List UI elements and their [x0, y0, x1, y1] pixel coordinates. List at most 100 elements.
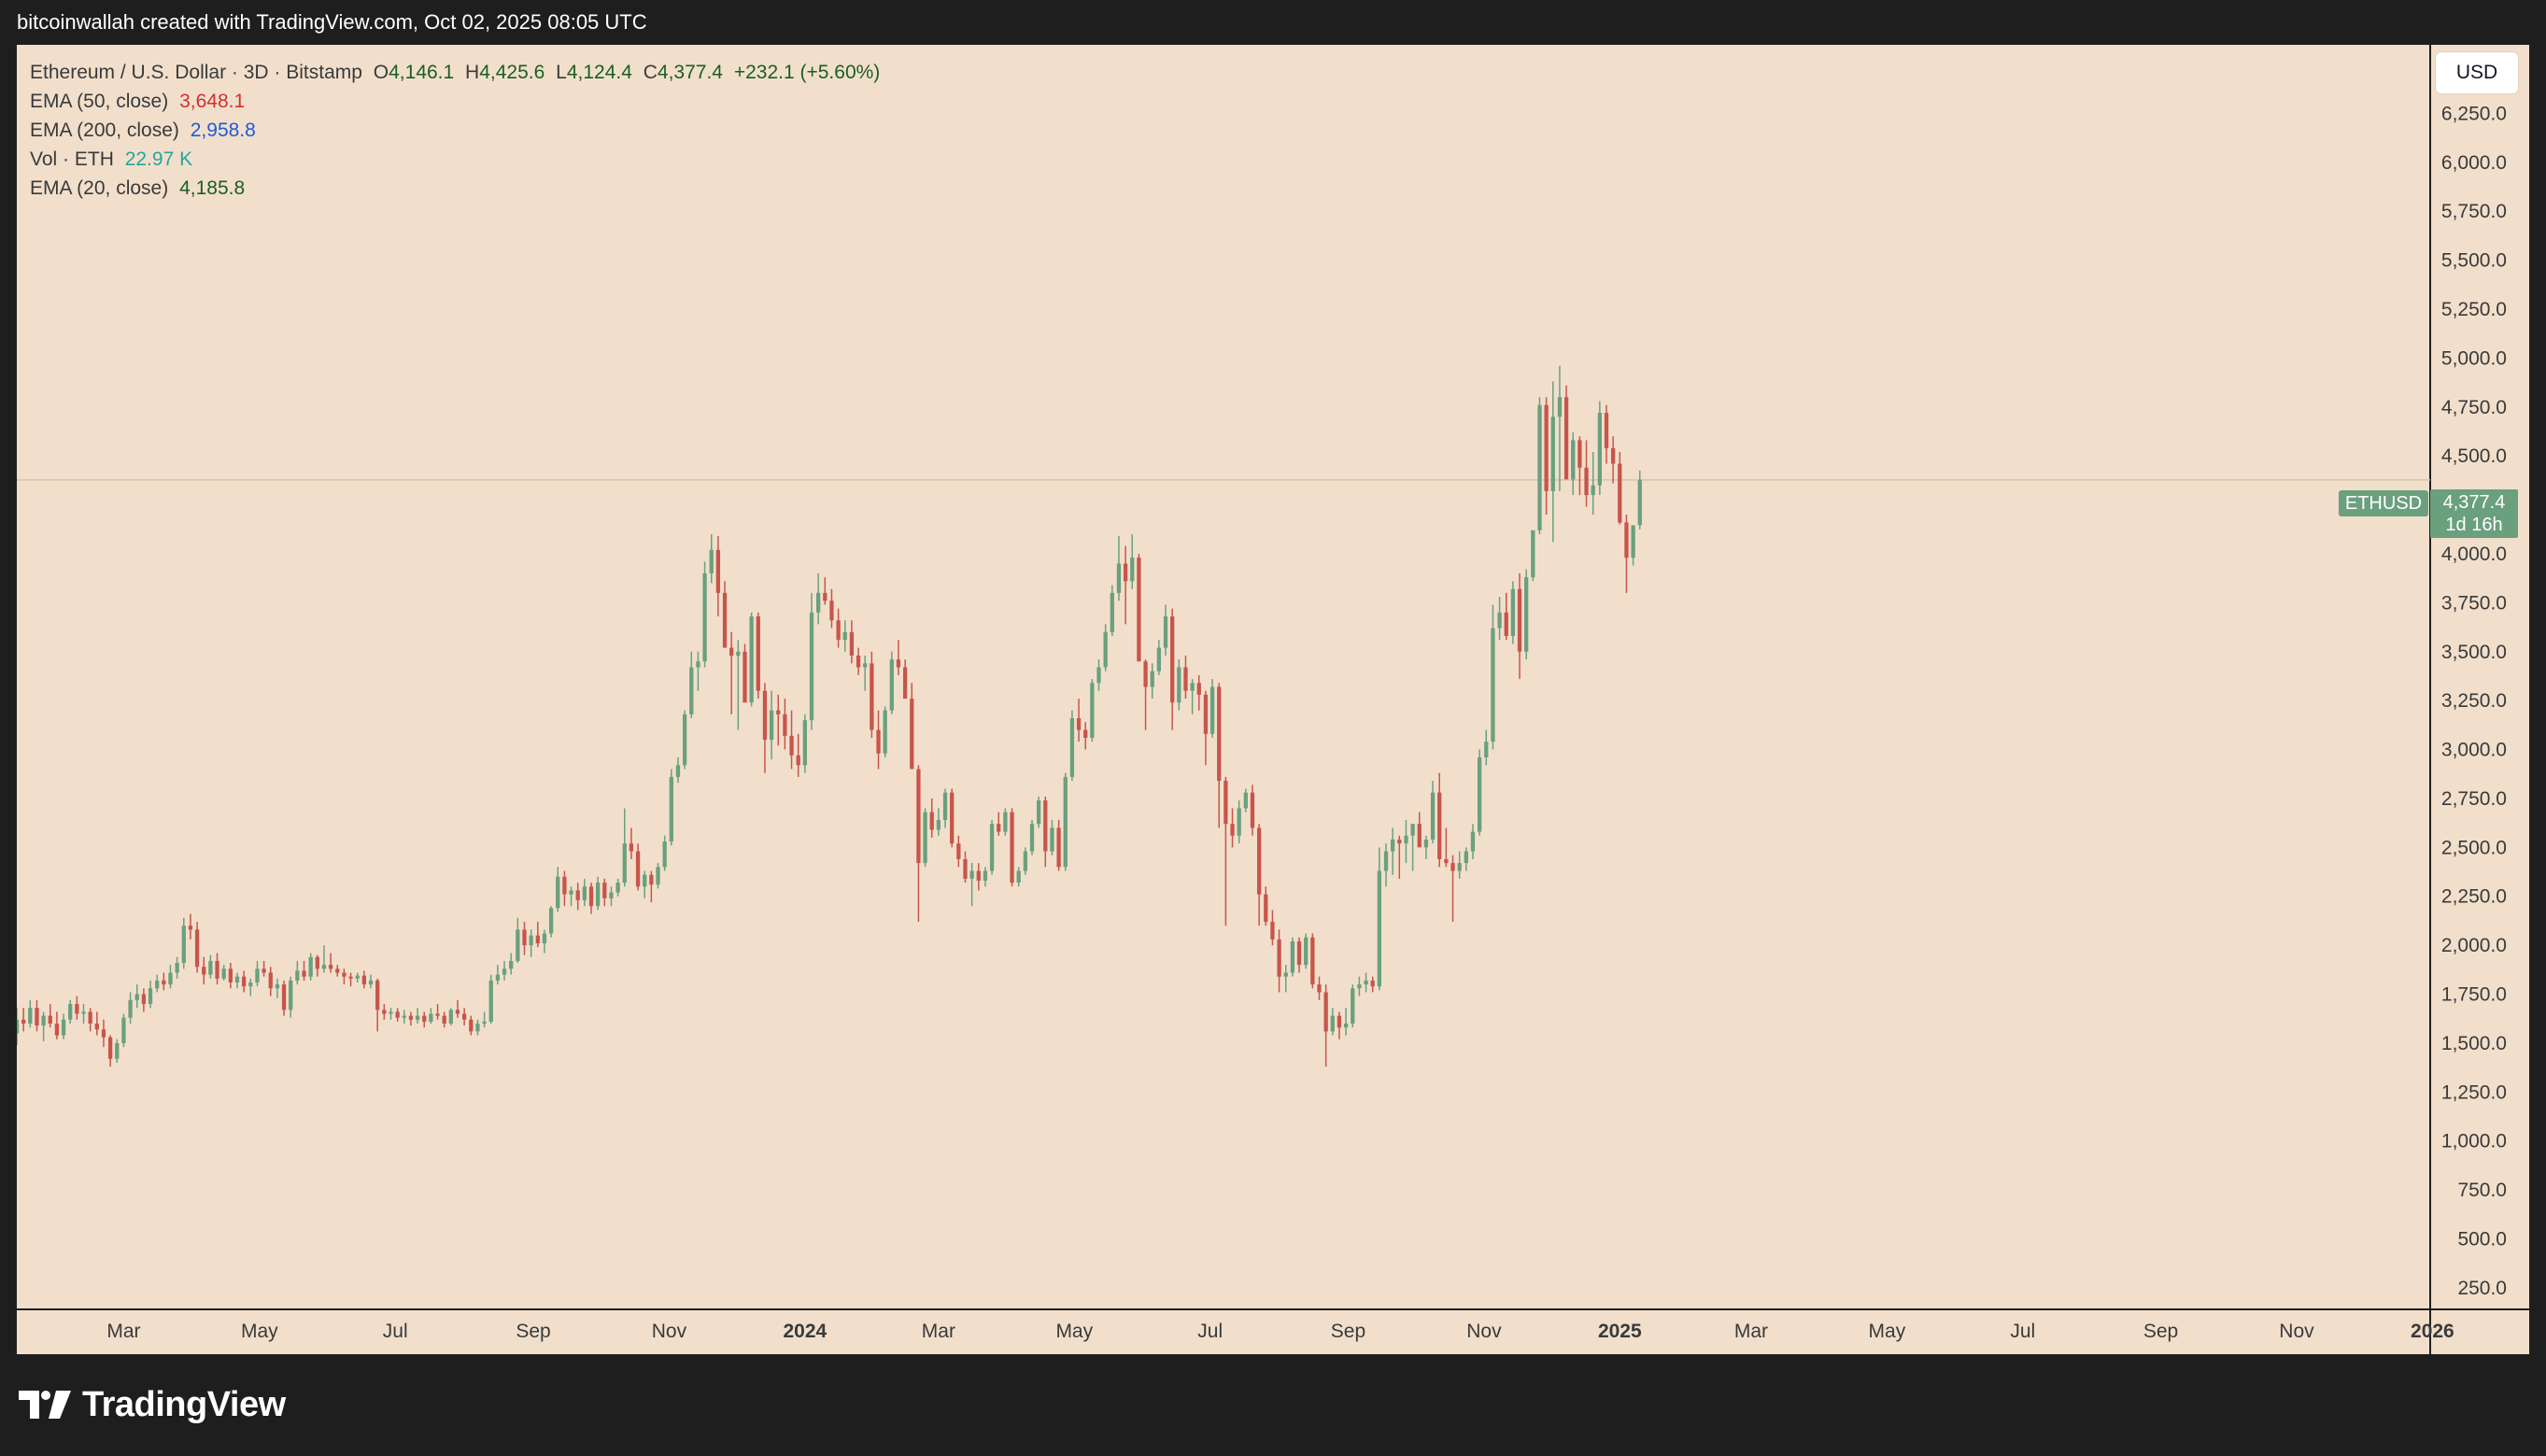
candle: [1050, 820, 1054, 855]
candle: [522, 921, 527, 955]
y-tick-label: 4,750.0: [2441, 397, 2507, 418]
candle-body: [1250, 792, 1255, 828]
candle-body: [963, 858, 968, 879]
candle: [1410, 824, 1415, 871]
candle: [1290, 937, 1295, 977]
candle-body: [1524, 577, 1529, 652]
candle-body: [422, 1015, 427, 1022]
candle-body: [796, 755, 800, 766]
candle-body: [168, 972, 173, 985]
candle: [1510, 581, 1516, 644]
candle: [475, 1019, 480, 1036]
candle: [375, 978, 380, 1032]
candle: [622, 808, 627, 887]
candle-body: [1063, 776, 1068, 868]
candle-body: [936, 820, 941, 830]
candle-body: [629, 843, 634, 852]
candle: [983, 867, 988, 887]
candle: [408, 1011, 414, 1026]
legend-main-row[interactable]: Ethereum / U.S. Dollar · 3D · Bitstamp O…: [30, 58, 885, 87]
candle: [1310, 933, 1315, 989]
candle: [1404, 820, 1408, 864]
candle: [997, 812, 1001, 836]
candle: [1130, 533, 1135, 589]
candle: [61, 1013, 66, 1039]
chart-area[interactable]: 250.0 500.0 750.0 1,000.0 1,250.0 1,500.0 1,75…: [17, 45, 2529, 1354]
y-tick-label: 4,500.0: [2441, 445, 2507, 467]
candle-body: [1577, 440, 1582, 468]
candle: [215, 953, 219, 985]
candle-body: [1504, 612, 1508, 636]
currency-button[interactable]: USD: [2436, 52, 2518, 93]
candle: [1203, 690, 1209, 766]
legend-ema20-value: 4,185.8: [179, 177, 246, 199]
candle-body: [535, 935, 540, 944]
candle: [1037, 796, 1041, 828]
candle: [355, 972, 360, 982]
candle-body: [1618, 463, 1622, 523]
tradingview-logo[interactable]: TradingView: [19, 1384, 286, 1425]
legend-volume-value: 22.97 K: [124, 148, 193, 170]
candle-body: [1537, 404, 1542, 530]
candle-body: [315, 956, 319, 969]
candle-body: [1183, 667, 1188, 691]
candle-body: [1304, 937, 1308, 966]
x-tick-label: Sep: [516, 1321, 550, 1342]
y-tick-label: 500.0: [2457, 1229, 2507, 1251]
candle-body: [883, 710, 887, 754]
candle-body: [1069, 718, 1075, 777]
candle: [48, 1004, 52, 1028]
candle-body: [1470, 831, 1476, 852]
candle-body: [455, 1010, 460, 1014]
y-tick-label: 6,250.0: [2441, 103, 2507, 124]
candle-body: [208, 960, 213, 975]
candle-body: [783, 714, 787, 736]
y-tick-label: 5,000.0: [2441, 347, 2507, 369]
candle-body: [1377, 870, 1382, 987]
candle: [1223, 776, 1228, 926]
candle-body: [569, 890, 573, 895]
candle: [194, 921, 200, 973]
x-tick-label: 2024: [783, 1321, 827, 1342]
candle: [469, 1015, 474, 1036]
candle-body: [215, 960, 219, 979]
x-tick-label: Jul: [383, 1321, 408, 1342]
candle: [796, 733, 800, 777]
x-tick-label: Nov: [2279, 1321, 2314, 1342]
candle: [863, 655, 868, 691]
legend-ema200-row[interactable]: EMA (200, close) 2,958.8: [30, 116, 885, 145]
legend-ema20-row[interactable]: EMA (20, close) 4,185.8: [30, 174, 885, 203]
x-tick-label: Jul: [1197, 1321, 1223, 1342]
candle-body: [348, 976, 353, 979]
candle: [870, 651, 874, 738]
candle-body: [816, 592, 821, 613]
candle: [729, 631, 734, 714]
candle: [1116, 536, 1122, 601]
y-tick-label: 3,500.0: [2441, 642, 2507, 663]
candle-body: [1611, 447, 1616, 464]
candle-body: [1016, 870, 1021, 883]
candle-body: [442, 1015, 446, 1024]
candle: [1083, 722, 1088, 750]
legend-ema50-row[interactable]: EMA (50, close) 3,648.1: [30, 87, 885, 116]
candle: [1563, 385, 1569, 480]
candle-body: [328, 965, 333, 969]
x-tick-label: Nov: [1466, 1321, 1502, 1342]
candle-body: [956, 843, 961, 859]
price-chart[interactable]: 250.0 500.0 750.0 1,000.0 1,250.0 1,500.0 1,75…: [17, 45, 2529, 1354]
candle-body: [1557, 397, 1563, 417]
candle-body: [35, 1008, 39, 1026]
candle: [175, 956, 179, 979]
candle: [896, 640, 901, 675]
candle-body: [1296, 940, 1302, 966]
legend-volume-row[interactable]: Vol · ETH 22.97 K: [30, 145, 885, 174]
candle: [221, 965, 226, 981]
candle-body: [1337, 1015, 1342, 1028]
candle: [776, 694, 781, 746]
y-tick-label: 5,250.0: [2441, 299, 2507, 320]
candle: [929, 798, 934, 838]
legend-symbol-title: Ethereum / U.S. Dollar · 3D · Bitstamp: [30, 62, 362, 83]
candle-body: [1170, 616, 1175, 703]
candle: [956, 835, 961, 868]
candle-body: [1477, 756, 1482, 832]
